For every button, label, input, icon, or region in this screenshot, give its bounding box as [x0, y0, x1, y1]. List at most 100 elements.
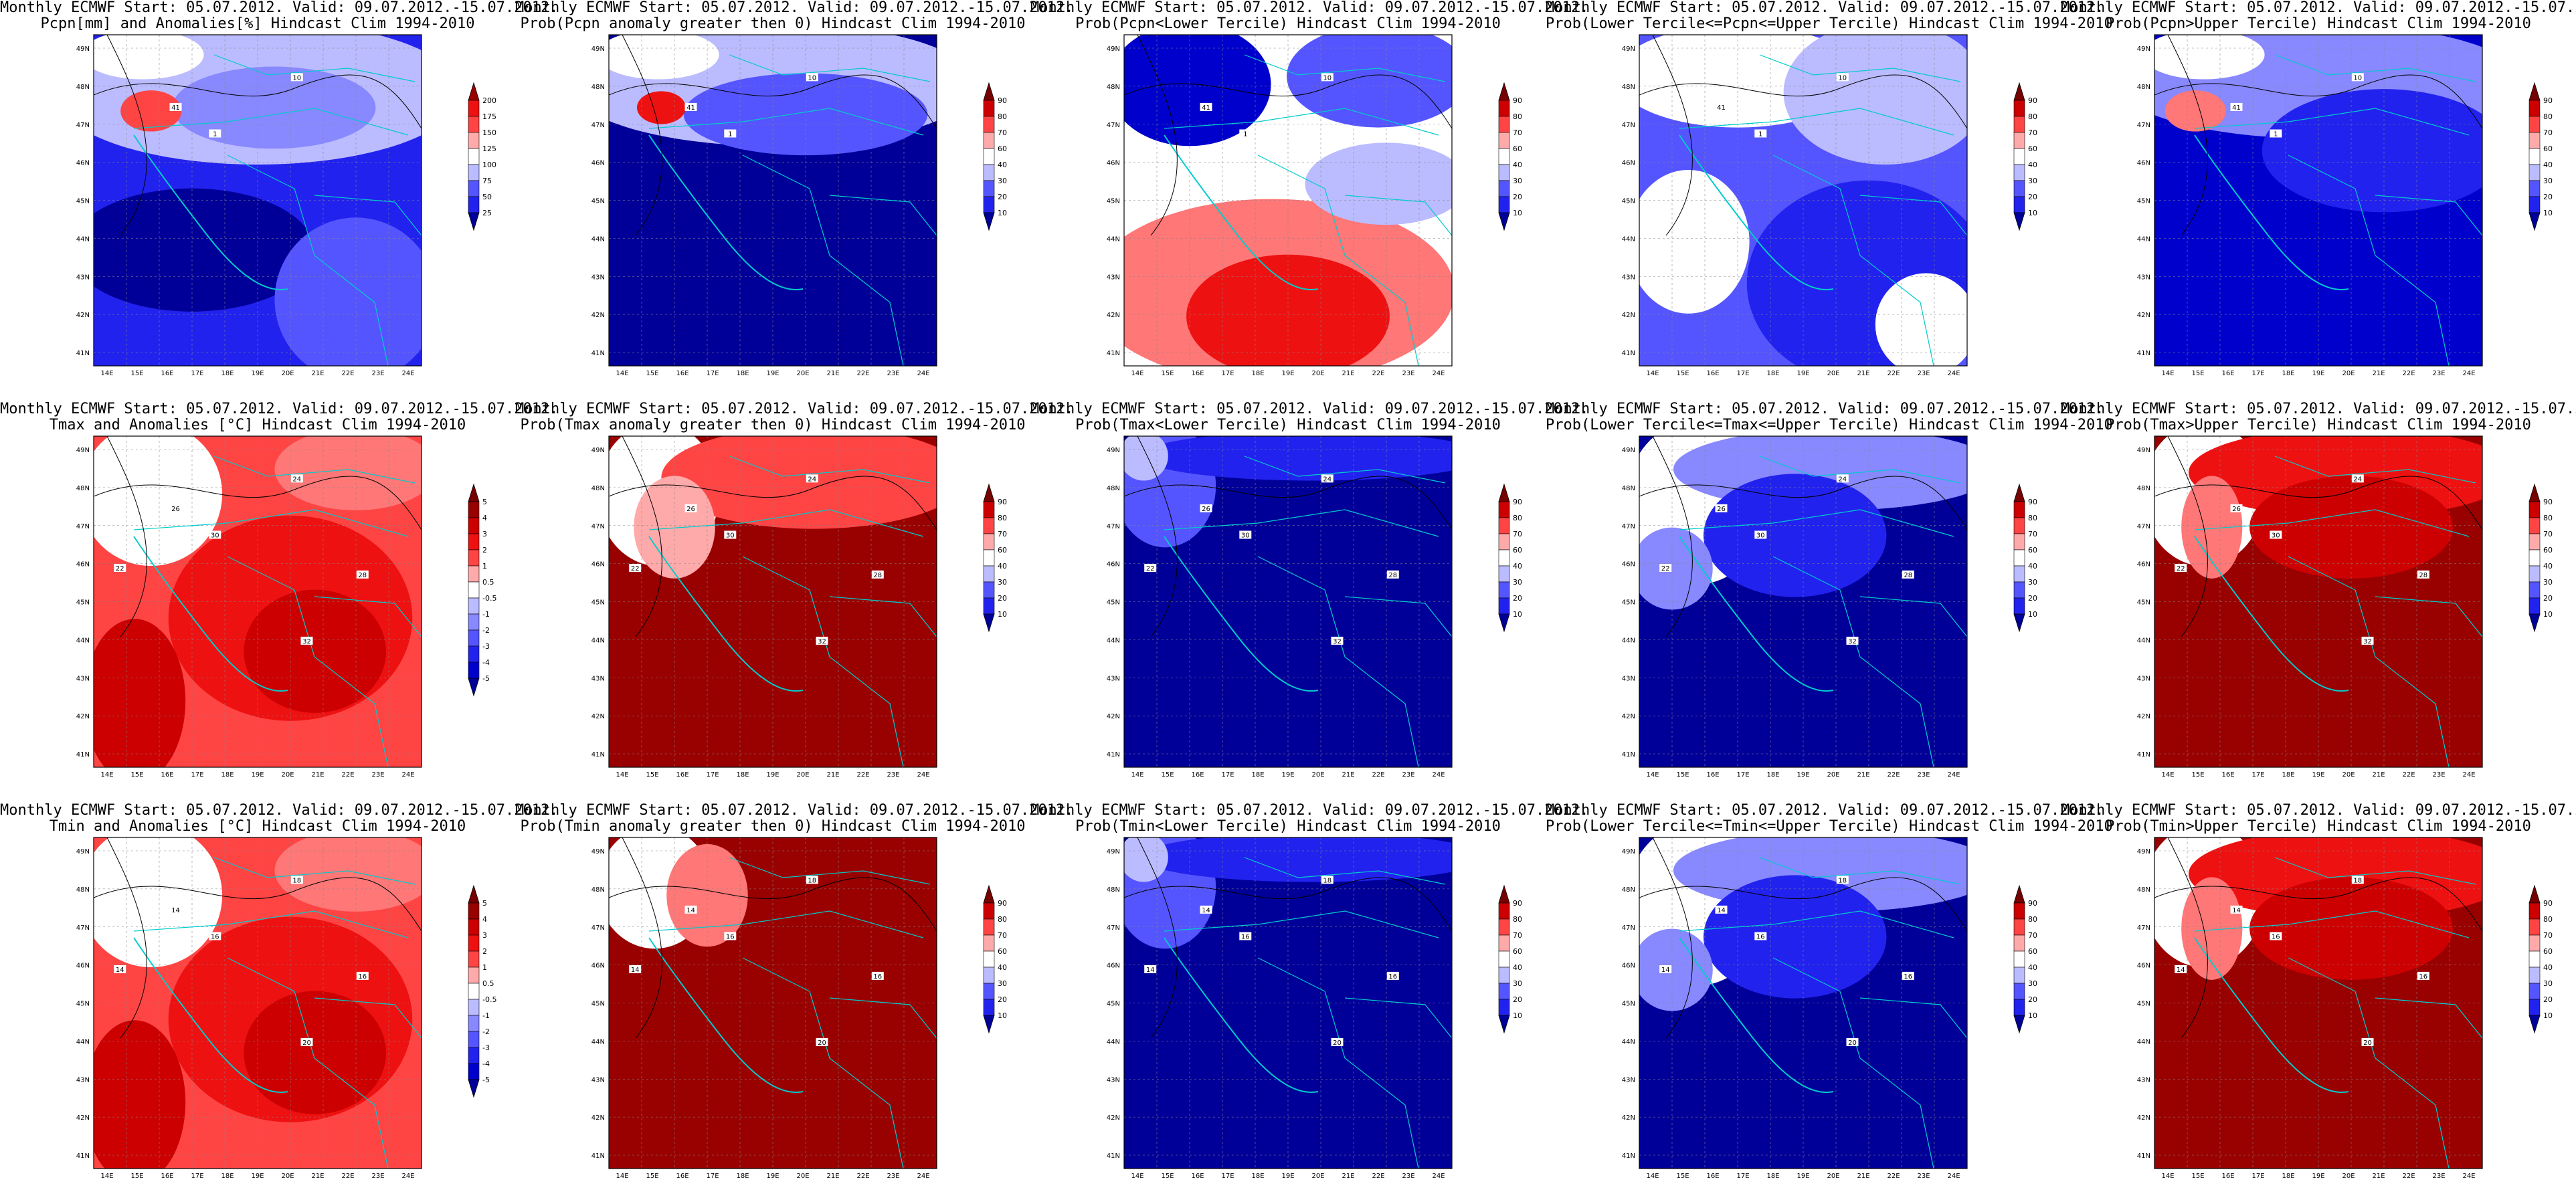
colorbar-tick-label: 50	[482, 193, 492, 201]
contour-label: 10	[292, 74, 301, 82]
colorbar-segment	[1498, 180, 1510, 197]
border-line	[2288, 155, 2450, 366]
colorbar-tick-label: 90	[2028, 899, 2037, 908]
colorbar-segment	[983, 983, 995, 1000]
colorbar-arrow-top	[468, 82, 480, 101]
lon-tick-label: 24E	[1432, 1173, 1445, 1180]
contour-label: 28	[873, 572, 882, 579]
lon-tick-label: 18E	[1251, 771, 1264, 779]
contour-label-bg	[209, 530, 221, 539]
colorbar-arrow-bottom	[2528, 212, 2541, 231]
field-region	[1124, 837, 1168, 882]
contour-label-bg	[2351, 73, 2364, 82]
colorbar-tick-label: 10	[2543, 1011, 2553, 1020]
colorbar-arrow-bottom	[983, 613, 995, 633]
lon-tick-label: 22E	[2402, 1173, 2415, 1180]
lon-tick-label: 24E	[2462, 1173, 2475, 1180]
colorbar-segment	[468, 918, 480, 936]
forecast-panel: Monthly ECMWF Start: 05.07.2012. Valid: …	[1546, 803, 2113, 1204]
contour-label-bg	[209, 932, 221, 940]
field-region	[244, 991, 387, 1114]
map-frame	[2154, 34, 2483, 367]
contour-label-bg	[1321, 73, 1333, 82]
colorbar-segment	[2013, 597, 2025, 615]
colorbar-tick-label: 30	[1513, 979, 1522, 988]
lon-tick-label: 15E	[2191, 1173, 2204, 1180]
colorbar-tick-label: 10	[1513, 1011, 1522, 1020]
lat-tick-label: 49N	[1107, 45, 1120, 53]
lon-tick-label: 17E	[191, 370, 203, 377]
lat-tick-label: 49N	[1622, 45, 1635, 53]
lat-tick-label: 41N	[2137, 350, 2150, 357]
colorbar-segment	[2528, 902, 2541, 920]
colorbar-tick-label: 5	[482, 498, 487, 506]
map-plot: 14 18 16 14 16 20 14E 15E 16E 17E 18E 19E 20E 21E 22E 2…	[2137, 837, 2553, 1180]
colorbar-tick-label: 10	[2028, 610, 2037, 619]
coastline	[1679, 134, 1834, 290]
colorbar-segment	[2013, 132, 2025, 149]
panel-title-line1: Monthly ECMWF Start: 05.07.2012. Valid: …	[0, 0, 559, 16]
contour-label: 41	[1202, 104, 1210, 112]
colorbar-tick-label: 80	[2543, 112, 2553, 121]
contour-label: 30	[211, 532, 219, 540]
contour-label-bg	[1659, 965, 1672, 973]
colorbar-tick-label: 175	[482, 112, 496, 121]
colorbar-segment	[2528, 164, 2541, 181]
colorbar-segment	[1498, 902, 1510, 920]
colorbar-segment	[468, 132, 480, 149]
lon-tick-label: 21E	[311, 1173, 324, 1180]
lat-tick-label: 48N	[591, 84, 605, 91]
lon-tick-label: 22E	[1887, 771, 1900, 779]
colorbar-segment	[2528, 549, 2541, 567]
colorbar-tick-label: 60	[1513, 947, 1522, 956]
field-region	[2249, 476, 2453, 579]
colorbar-segment	[1498, 950, 1510, 968]
lon-tick-label: 18E	[1251, 370, 1264, 377]
contour-label-bg	[169, 504, 182, 512]
colorbar-tick-label: 20	[2543, 193, 2553, 201]
contour-label-bg	[2417, 570, 2429, 579]
colorbar-tick-label: 200	[482, 96, 496, 105]
border-line	[2194, 509, 2470, 537]
colorbar-segment	[468, 597, 480, 615]
colorbar-segment	[983, 501, 995, 518]
lat-tick-label: 45N	[1622, 599, 1635, 607]
contour-label: 1	[1758, 131, 1762, 138]
contour-label: 16	[1241, 934, 1250, 941]
lon-tick-label: 24E	[1947, 1173, 1960, 1180]
lon-tick-label: 20E	[1311, 370, 1324, 377]
field-region	[274, 217, 422, 366]
contour-label: 26	[686, 506, 695, 513]
colorbar-tick-label: 80	[1513, 112, 1522, 121]
colorbar-tick-label: 90	[1513, 96, 1522, 105]
colorbar-tick-label: 90	[998, 899, 1007, 908]
colorbar-tick-label: 20	[1513, 193, 1522, 201]
coastline	[2194, 536, 2349, 692]
field-region	[274, 436, 422, 510]
colorbar-tick-label: 40	[1513, 963, 1522, 972]
colorbar-arrow-bottom	[2528, 1015, 2541, 1034]
contour-label-bg	[300, 1037, 313, 1046]
contour-label-bg	[1754, 932, 1767, 940]
lon-tick-label: 24E	[917, 370, 929, 377]
map-frame	[2154, 837, 2483, 1169]
lon-tick-label: 23E	[2432, 1173, 2445, 1180]
colorbar-tick-label: 70	[2028, 530, 2037, 538]
contour-label-bg	[169, 905, 182, 914]
colorbar-arrow-bottom	[1498, 212, 1510, 231]
colorbar-tick-label: 30	[2543, 177, 2553, 185]
colorbar-tick-label: 1	[482, 963, 487, 972]
colorbar-segment	[2528, 918, 2541, 936]
lat-tick-label: 49N	[1622, 848, 1635, 856]
lat-tick-label: 47N	[1107, 924, 1120, 932]
colorbar-tick-label: 20	[2543, 995, 2553, 1004]
panel-title-line2: Prob(Tmax>Upper Tercile) Hindcast Clim 1…	[2106, 417, 2531, 433]
lat-tick-label: 41N	[76, 350, 90, 357]
lat-tick-label: 49N	[2137, 447, 2150, 454]
colorbar-arrow-top	[983, 884, 995, 904]
colorbar-segment	[983, 934, 995, 952]
colorbar-tick-label: 30	[2543, 578, 2553, 587]
colorbar-tick-label: 30	[2028, 979, 2037, 988]
colorbar-segment	[468, 116, 480, 133]
colorbar-segment	[468, 533, 480, 550]
